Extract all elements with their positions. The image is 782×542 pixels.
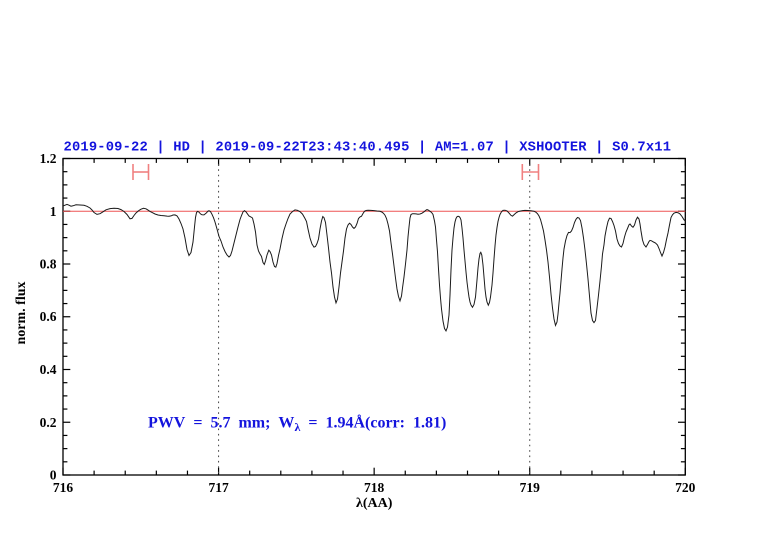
- svg-text:719: 719: [520, 480, 541, 495]
- svg-text:2019-09-22 | HD | 2019-09-22T2: 2019-09-22 | HD | 2019-09-22T23:43:40.49…: [64, 140, 672, 156]
- svg-text:0.2: 0.2: [40, 415, 57, 430]
- svg-text:0.4: 0.4: [40, 362, 57, 377]
- svg-text:718: 718: [364, 480, 385, 495]
- svg-text:720: 720: [675, 480, 696, 495]
- svg-text:norm. flux: norm. flux: [14, 282, 29, 345]
- svg-text:0.8: 0.8: [40, 257, 57, 272]
- svg-text:PWV = 5.7 mm; Wλ = 1.94Å: PWV = 5.7 mm; Wλ = 1.94Å(corr: 1.81): [148, 414, 446, 435]
- svg-text:716: 716: [53, 480, 74, 495]
- svg-text:1.2: 1.2: [40, 151, 57, 166]
- svg-text:717: 717: [208, 480, 229, 495]
- svg-text:1: 1: [50, 204, 57, 219]
- svg-text:0.6: 0.6: [40, 309, 57, 324]
- svg-text:λ(AA): λ(AA): [356, 496, 393, 511]
- svg-text:0: 0: [50, 468, 57, 483]
